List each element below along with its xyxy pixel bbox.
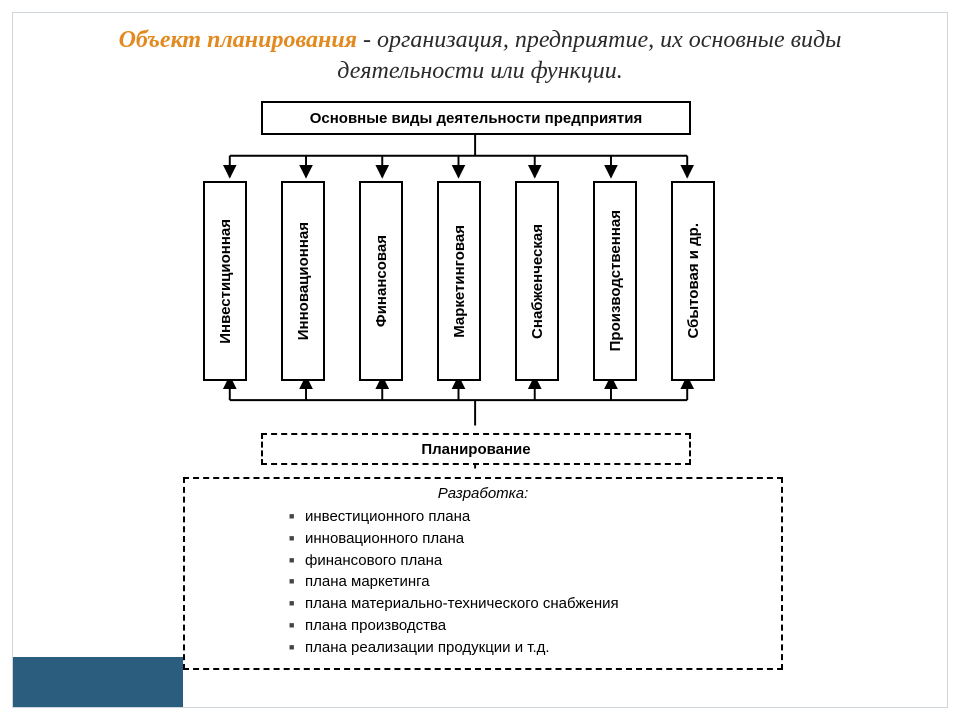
activity-box: Снабженческая — [515, 181, 559, 381]
diagram-canvas: Основные виды деятельности предприятия И… — [13, 101, 947, 707]
activity-box: Сбытовая и др. — [671, 181, 715, 381]
development-box: Разработка: инвестиционного планаинновац… — [183, 477, 783, 670]
development-item: плана материально-технического снабжения — [289, 593, 757, 615]
footer-accent-bar — [13, 657, 183, 707]
development-title: Разработка: — [209, 485, 757, 502]
slide: Объект планирования - организация, предп… — [12, 12, 948, 708]
activity-label: Сбытовая и др. — [685, 223, 702, 339]
activity-label: Производственная — [607, 210, 624, 351]
planning-box: Планирование — [261, 433, 691, 465]
planning-label: Планирование — [421, 441, 530, 458]
activity-label: Инвестиционная — [217, 219, 234, 344]
development-item: финансового плана — [289, 550, 757, 572]
activity-label: Маркетинговая — [451, 225, 468, 338]
slide-heading: Объект планирования - организация, предп… — [13, 13, 947, 87]
activity-box: Финансовая — [359, 181, 403, 381]
top-box: Основные виды деятельности предприятия — [261, 101, 691, 135]
activity-label: Финансовая — [373, 235, 390, 327]
heading-accent: Объект планирования — [119, 27, 357, 53]
development-list: инвестиционного планаинновационного план… — [209, 506, 757, 658]
activity-box: Инновационная — [281, 181, 325, 381]
activity-box: Маркетинговая — [437, 181, 481, 381]
activity-box: Инвестиционная — [203, 181, 247, 381]
development-item: инновационного плана — [289, 528, 757, 550]
development-item: инвестиционного плана — [289, 506, 757, 528]
top-box-label: Основные виды деятельности предприятия — [310, 110, 643, 127]
development-item: плана маркетинга — [289, 571, 757, 593]
activity-label: Инновационная — [295, 222, 312, 340]
development-item: плана реализации продукции и т.д. — [289, 637, 757, 659]
activity-box: Производственная — [593, 181, 637, 381]
heading-rest: - организация, предприятие, их основные … — [337, 27, 841, 84]
activity-label: Снабженческая — [529, 224, 546, 339]
development-item: плана производства — [289, 615, 757, 637]
